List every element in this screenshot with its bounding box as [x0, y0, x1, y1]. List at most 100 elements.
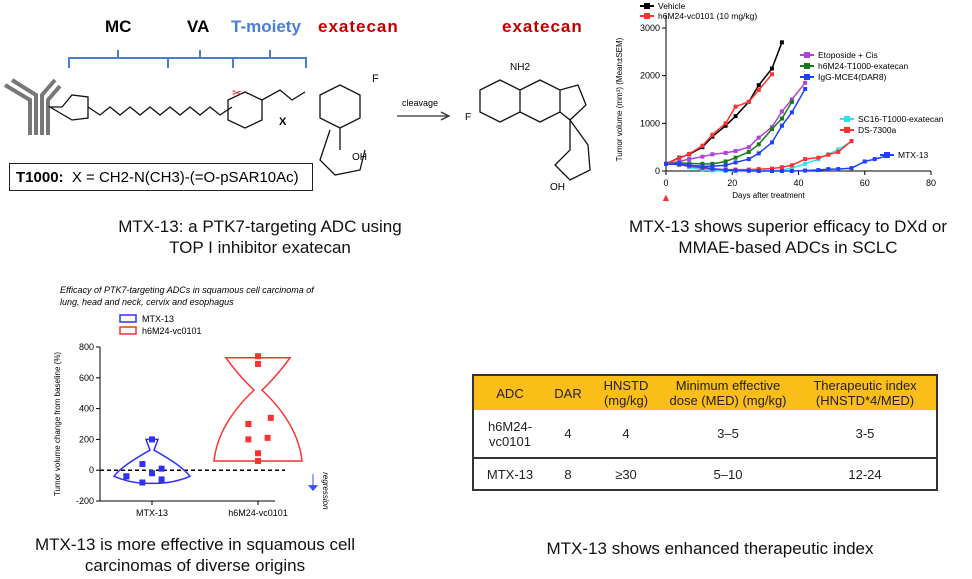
data-point — [849, 166, 854, 171]
t1000-definition: T1000: X = CH2-N(CH3)-(=O-pSAR10Ac) — [9, 163, 313, 191]
data-point — [710, 166, 715, 171]
data-point — [687, 151, 692, 156]
legend-marker — [804, 52, 810, 58]
data-point — [862, 159, 867, 164]
data-point — [803, 87, 808, 92]
cell: 12-24 — [848, 466, 882, 482]
data-point — [770, 66, 774, 71]
data-point — [789, 97, 794, 102]
data-point — [803, 157, 808, 162]
x-tick-label: MTX-13 — [136, 508, 168, 518]
data-point — [836, 147, 841, 152]
data-point — [872, 157, 877, 162]
legend-label: DS-7300a — [858, 125, 897, 135]
data-point — [779, 109, 784, 114]
legend-marker — [644, 13, 650, 19]
data-point — [756, 83, 761, 88]
data-point — [700, 143, 705, 148]
data-point — [158, 476, 165, 483]
violin-chart: -200 0 200 400 600 800 MTX-13 h6M24-vc0101 Tumor… — [53, 314, 330, 518]
data-point — [746, 168, 751, 173]
label-mc: MC — [105, 17, 132, 36]
label-t-moiety: T-moiety — [231, 17, 301, 36]
y-tick-label: 2000 — [640, 71, 660, 81]
caption-bottom-left: MTX-13 is more effective in squamous cel… — [35, 535, 355, 575]
exatecan-structure: NH2 F OH — [465, 62, 591, 193]
data-point — [803, 80, 808, 85]
brackets — [68, 50, 307, 68]
data-point — [255, 353, 261, 360]
data-point — [789, 166, 794, 171]
therapeutic-index-table: ADC DAR HNSTD (mg/kg) Minimum effective … — [472, 374, 938, 491]
data-point — [733, 104, 738, 109]
data-point — [158, 465, 165, 472]
data-point — [700, 154, 705, 159]
data-point — [733, 160, 738, 165]
cell: 8 — [564, 466, 572, 482]
legend-label: h6M24-T1000-exatecan — [818, 61, 909, 71]
cleavage-arrow — [397, 111, 451, 121]
label-exatecan: exatecan — [318, 17, 399, 36]
data-point — [803, 168, 808, 173]
data-point — [756, 135, 761, 140]
data-point — [723, 150, 728, 155]
cell: 3–5 — [717, 426, 739, 441]
oh-label: OH — [352, 152, 367, 163]
series-line — [665, 42, 783, 165]
label-va: VA — [187, 17, 210, 36]
data-point — [664, 161, 668, 166]
data-point — [770, 166, 774, 171]
legend-marker — [644, 3, 650, 9]
cell: MTX-13 — [486, 466, 534, 482]
linker-chain — [47, 84, 366, 176]
caption-top-left: MTX-13: a PTK7-targeting ADC using TOP I… — [118, 217, 402, 257]
data-point — [756, 151, 761, 156]
data-point — [255, 360, 261, 367]
data-point — [789, 99, 794, 104]
x-tick-label: 40 — [793, 178, 803, 188]
data-point — [710, 164, 715, 169]
legend-marker — [804, 74, 810, 80]
cell: 5–10 — [713, 466, 743, 482]
data-point — [779, 165, 784, 170]
data-point — [733, 155, 738, 160]
data-point — [770, 72, 774, 77]
cell: 4 — [622, 426, 630, 441]
data-point — [746, 157, 751, 162]
data-point — [723, 168, 728, 173]
antibody-icon — [3, 78, 62, 135]
y-tick-label: 400 — [79, 404, 94, 414]
data-point — [756, 169, 761, 173]
data-point — [710, 161, 715, 166]
payload-title: exatecan — [502, 17, 583, 36]
data-point — [264, 434, 271, 441]
data-point — [255, 457, 261, 464]
data-point — [746, 149, 751, 154]
adc-structure: X F OH ✂ — [3, 50, 379, 176]
data-point — [746, 145, 751, 150]
fluorine-label: F — [372, 73, 379, 85]
legend-label: h6M24-vc0101 (10 mg/kg) — [658, 11, 757, 21]
legend-label: Etoposide + Cis — [818, 50, 878, 60]
data-point — [789, 163, 794, 168]
y-tick-label: -200 — [76, 496, 94, 506]
legend-label: SC16-T1000-exatecan — [858, 114, 944, 124]
cell: 3-5 — [855, 426, 875, 441]
data-point — [816, 155, 821, 160]
legend-marker — [844, 127, 850, 133]
data-point — [789, 169, 794, 173]
data-point — [710, 152, 715, 157]
x-axis-label: Days after treatment — [732, 191, 805, 200]
data-point — [149, 470, 155, 477]
data-point — [245, 421, 252, 427]
y-tick-label: 0 — [89, 465, 94, 475]
payload-oh: OH — [550, 182, 565, 193]
data-point — [803, 161, 808, 166]
data-point — [267, 414, 274, 421]
data-point — [770, 127, 774, 132]
data-point — [733, 148, 738, 153]
data-point — [700, 165, 705, 170]
data-point — [779, 123, 784, 128]
data-point — [826, 167, 831, 172]
data-point — [139, 461, 146, 468]
